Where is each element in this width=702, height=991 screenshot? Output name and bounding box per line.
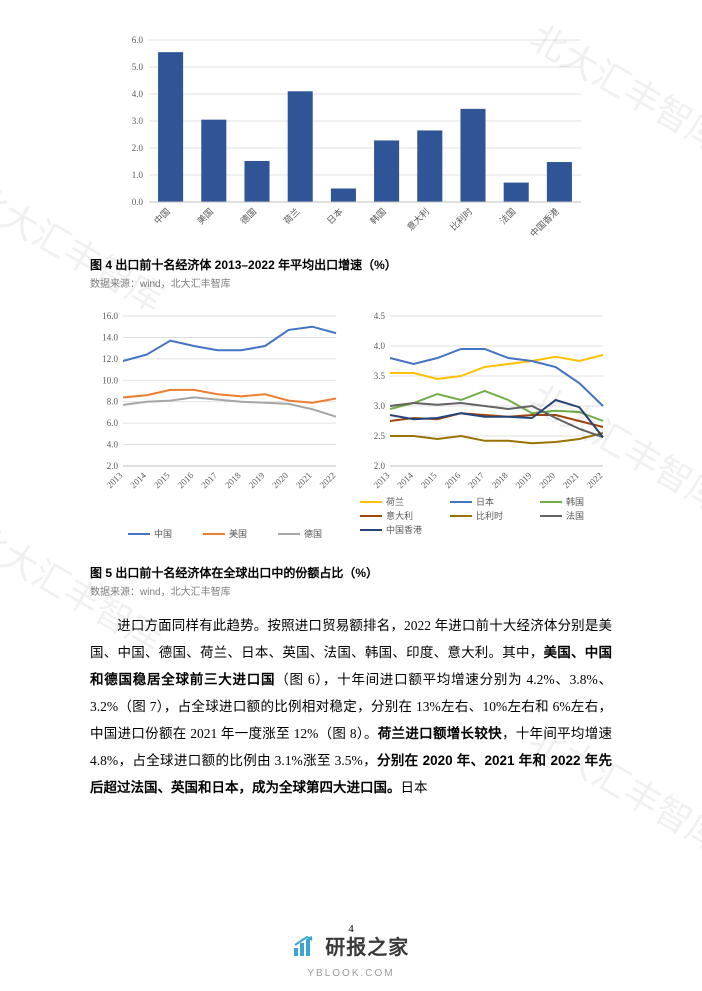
- svg-text:日本: 日本: [324, 206, 345, 227]
- svg-text:6.0: 6.0: [132, 35, 144, 45]
- svg-text:中国: 中国: [151, 206, 172, 227]
- chart4-export-growth: 0.0 1.0 2.0 3.0 4.0 5.0 6.0 中国 美国 德国 荷兰 日本 韩国意大利比利时 法…: [111, 30, 591, 250]
- svg-text:2021: 2021: [294, 470, 314, 490]
- body-bold: 荷兰进口额增长较快: [378, 726, 502, 741]
- svg-text:韩国: 韩国: [566, 496, 584, 507]
- svg-text:意大利: 意大利: [386, 510, 413, 521]
- svg-text:2015: 2015: [152, 470, 172, 490]
- svg-text:12.0: 12.0: [102, 354, 118, 364]
- svg-text:6.0: 6.0: [107, 418, 119, 428]
- svg-text:2.0: 2.0: [107, 461, 119, 471]
- svg-text:2015: 2015: [419, 470, 439, 490]
- svg-text:韩国: 韩国: [367, 206, 388, 227]
- footer-logo: 研报之家 YBLOOK.COM: [0, 931, 702, 981]
- svg-text:2014: 2014: [395, 470, 415, 490]
- svg-text:德国: 德国: [304, 528, 322, 539]
- svg-text:2017: 2017: [199, 470, 219, 490]
- svg-text:比利时: 比利时: [448, 206, 475, 233]
- svg-text:2013: 2013: [372, 470, 392, 490]
- svg-text:2.0: 2.0: [374, 461, 386, 471]
- svg-text:法国: 法国: [566, 510, 584, 521]
- svg-text:3.0: 3.0: [374, 401, 386, 411]
- svg-text:14.0: 14.0: [102, 332, 118, 342]
- svg-text:4.0: 4.0: [374, 341, 386, 351]
- chart4-title: 图 4 出口前十名经济体 2013–2022 年平均出口增速（%）: [90, 256, 612, 273]
- body-paragraph: 进口方面同样有此趋势。按照进口贸易额排名，2022 年进口前十大经济体分别是美国…: [90, 612, 612, 801]
- chart5-export-share: 2.04.06.08.010.012.014.016.0201320142015…: [91, 308, 611, 558]
- svg-text:4.0: 4.0: [132, 89, 144, 99]
- svg-text:16.0: 16.0: [102, 311, 118, 321]
- svg-text:2017: 2017: [466, 470, 486, 490]
- svg-text:4.5: 4.5: [374, 311, 386, 321]
- svg-text:2019: 2019: [247, 470, 267, 490]
- chart4-source: 数据来源：wind，北大汇丰智库: [90, 275, 612, 290]
- body-text: 日本: [401, 780, 428, 795]
- svg-text:2016: 2016: [176, 470, 196, 490]
- footer-chart-icon: [293, 936, 317, 963]
- svg-text:4.0: 4.0: [107, 440, 119, 450]
- svg-text:2.5: 2.5: [374, 431, 386, 441]
- svg-text:美国: 美国: [195, 206, 216, 227]
- svg-text:荷兰: 荷兰: [281, 206, 302, 227]
- svg-text:日本: 日本: [476, 496, 494, 507]
- svg-text:2016: 2016: [443, 470, 463, 490]
- svg-text:10.0: 10.0: [102, 375, 118, 385]
- svg-text:中国: 中国: [154, 528, 172, 539]
- svg-text:2019: 2019: [514, 470, 534, 490]
- svg-text:中国香港: 中国香港: [386, 524, 422, 535]
- svg-text:2018: 2018: [490, 470, 510, 490]
- svg-text:法国: 法国: [497, 206, 518, 227]
- svg-text:2.0: 2.0: [132, 143, 144, 153]
- svg-text:2014: 2014: [128, 470, 148, 490]
- svg-text:中国香港: 中国香港: [528, 206, 561, 239]
- svg-text:2020: 2020: [537, 470, 557, 490]
- svg-text:0.0: 0.0: [132, 197, 144, 207]
- svg-text:3.5: 3.5: [374, 371, 386, 381]
- svg-text:比利时: 比利时: [476, 510, 503, 521]
- svg-text:荷兰: 荷兰: [386, 496, 404, 507]
- svg-text:2021: 2021: [561, 470, 581, 490]
- svg-text:5.0: 5.0: [132, 62, 144, 72]
- footer-domain: YBLOOK.COM: [307, 968, 394, 979]
- svg-text:2022: 2022: [318, 470, 338, 490]
- svg-text:1.0: 1.0: [132, 170, 144, 180]
- svg-text:8.0: 8.0: [107, 397, 119, 407]
- document-page: 北大汇丰智库 北大汇丰智库 北大汇丰智库 北大汇丰智库 北大汇丰智库 0.01.…: [0, 0, 702, 991]
- chart5-source: 数据来源：wind，北大汇丰智库: [90, 583, 612, 598]
- svg-text:2018: 2018: [223, 470, 243, 490]
- svg-text:3.0: 3.0: [132, 116, 144, 126]
- body-text: 进口方面同样有此趋势。按照进口贸易额排名，2022 年进口前十大经济体分别是美国…: [90, 618, 612, 660]
- svg-text:德国: 德国: [238, 206, 259, 227]
- svg-text:美国: 美国: [229, 528, 247, 539]
- footer-brand: 研报之家: [325, 937, 409, 959]
- svg-text:2020: 2020: [270, 470, 290, 490]
- chart5-title: 图 5 出口前十名经济体在全球出口中的份额占比（%）: [90, 564, 612, 581]
- svg-text:2013: 2013: [105, 470, 125, 490]
- svg-text:2022: 2022: [585, 470, 605, 490]
- svg-text:意大利: 意大利: [404, 206, 431, 233]
